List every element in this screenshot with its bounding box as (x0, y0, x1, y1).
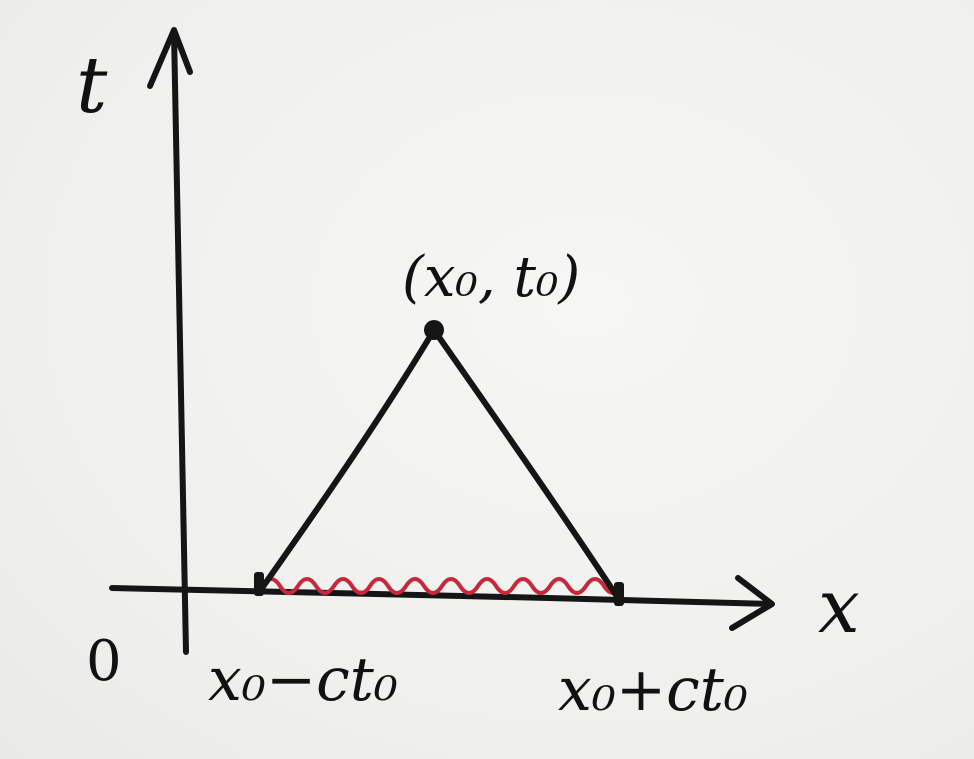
origin-label: 0 (86, 629, 122, 694)
right-characteristic-line (431, 327, 621, 601)
right-end-point (614, 582, 624, 606)
left-end-point (254, 572, 264, 596)
x-axis-arrowhead (729, 575, 775, 631)
apex-label: (x₀, t₀) (402, 245, 580, 310)
t-axis (171, 29, 189, 655)
left-characteristic-line (259, 327, 437, 591)
x-axis-label: x (818, 564, 860, 650)
t-axis-arrowhead (147, 27, 193, 89)
x-axis (109, 585, 773, 607)
initial-interval-wave (260, 577, 624, 595)
right-end-label: x₀+ct₀ (558, 655, 748, 725)
left-end-label: x₀−ct₀ (208, 645, 398, 715)
t-axis-label: t (76, 41, 108, 131)
apex-point (424, 320, 444, 340)
